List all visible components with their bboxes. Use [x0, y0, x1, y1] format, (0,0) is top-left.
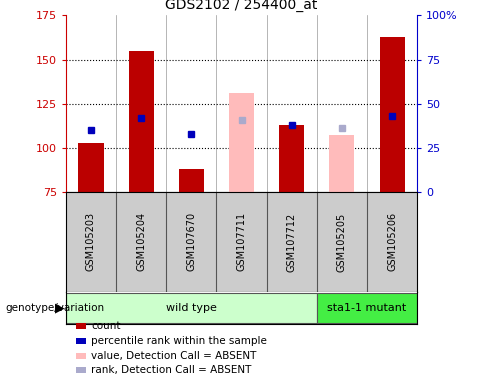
Text: GSM105206: GSM105206: [387, 212, 397, 271]
Bar: [179, 169, 204, 192]
Bar: [229, 93, 254, 192]
Text: ▶: ▶: [55, 302, 64, 314]
Text: percentile rank within the sample: percentile rank within the sample: [91, 336, 267, 346]
Bar: [380, 36, 405, 192]
Text: GSM107670: GSM107670: [186, 212, 196, 271]
Text: GSM105203: GSM105203: [86, 212, 96, 271]
Bar: [279, 125, 305, 192]
Text: GSM107711: GSM107711: [237, 212, 246, 271]
Text: sta1-1 mutant: sta1-1 mutant: [327, 303, 407, 313]
Text: GSM105204: GSM105204: [136, 212, 146, 271]
Text: wild type: wild type: [166, 303, 217, 313]
Bar: [329, 136, 354, 192]
Text: GSM107712: GSM107712: [287, 212, 297, 271]
Title: GDS2102 / 254400_at: GDS2102 / 254400_at: [165, 0, 318, 12]
Text: GSM105205: GSM105205: [337, 212, 347, 271]
Text: genotype/variation: genotype/variation: [5, 303, 104, 313]
Text: count: count: [91, 321, 121, 331]
Bar: [79, 142, 103, 192]
Text: rank, Detection Call = ABSENT: rank, Detection Call = ABSENT: [91, 365, 252, 375]
Bar: [317, 293, 417, 323]
Text: value, Detection Call = ABSENT: value, Detection Call = ABSENT: [91, 351, 257, 361]
Bar: [129, 51, 154, 192]
Bar: [66, 293, 317, 323]
